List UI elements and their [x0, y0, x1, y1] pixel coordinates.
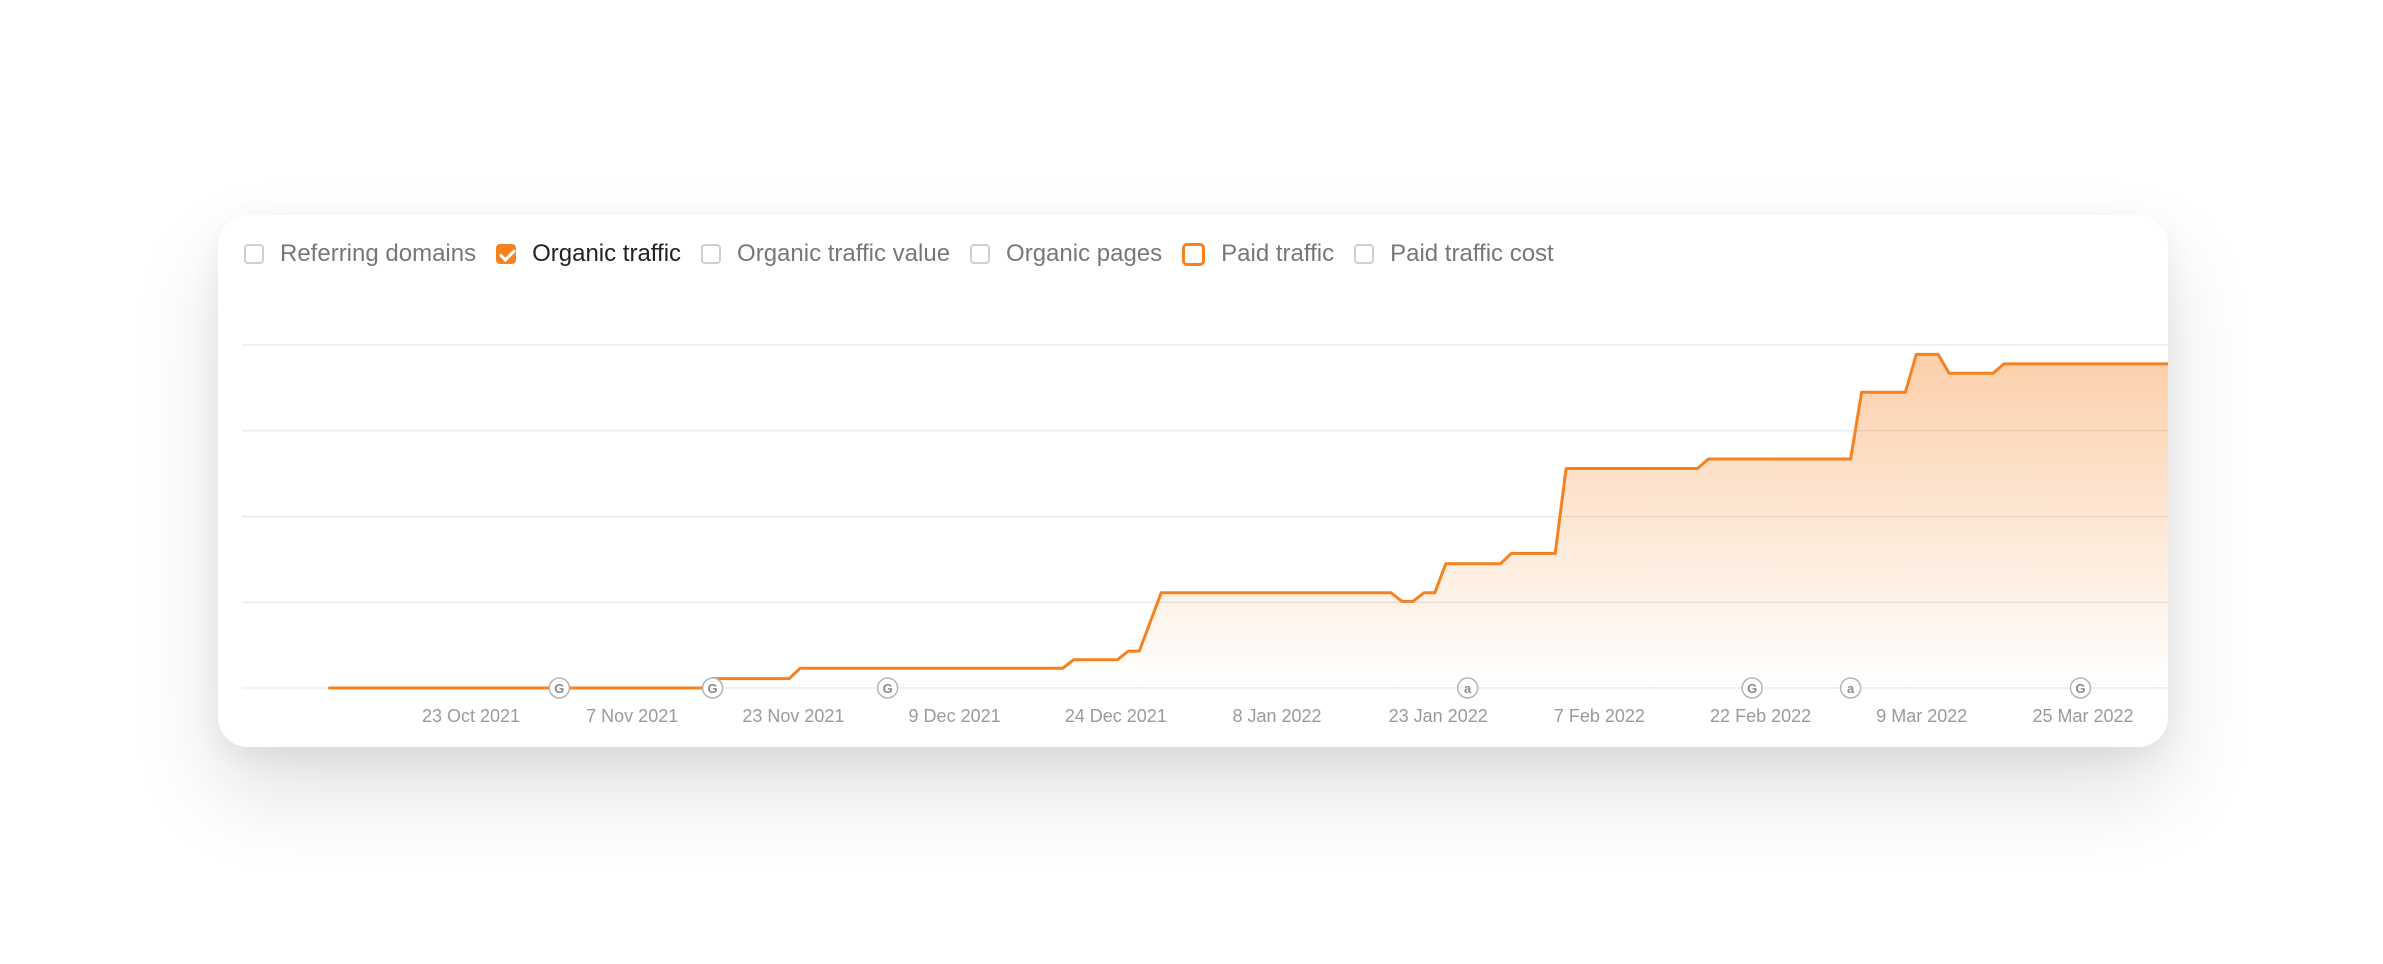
x-tick-label: 7 Nov 2021 [586, 706, 678, 726]
legend: Referring domains Organic traffic Organi… [244, 237, 1574, 271]
x-tick-label: 23 Oct 2021 [422, 706, 520, 726]
organic-traffic-chart: 23 Oct 2021 7 Nov 2021 23 Nov 2021 9 Dec 20… [242, 344, 2168, 726]
x-tick-label: 7 Feb 2022 [1554, 706, 1645, 726]
annotation-label: G [707, 681, 717, 696]
x-tick-label: 25 Mar 2022 [2032, 706, 2133, 726]
checkbox-organic-traffic[interactable] [496, 244, 517, 264]
x-tick-label: 9 Dec 2021 [909, 706, 1001, 726]
legend-label-paid-traffic: Paid traffic [1221, 240, 1335, 267]
x-tick-label: 24 Dec 2021 [1065, 706, 1167, 726]
annotation-label: a [1847, 681, 1855, 696]
annotation-circle [1456, 677, 1479, 699]
annotation-circle [1839, 677, 1862, 699]
annotation-circle [876, 677, 899, 699]
annotation-circle [701, 677, 724, 699]
legend-label-referring-domains: Referring domains [280, 240, 477, 267]
annotation-circle [548, 677, 571, 699]
annotation-marker: G [1741, 677, 1763, 699]
annotation-marker: G [2069, 677, 2092, 699]
legend-label-organic-traffic-value: Organic traffic value [737, 240, 951, 267]
annotation-marker: a [1456, 677, 1479, 699]
checkbox-paid-traffic[interactable] [1182, 242, 1206, 266]
annotation-marker: a [1839, 677, 1862, 699]
annotation-circle [1741, 677, 1763, 699]
series-area [329, 354, 2168, 688]
annotation-label: G [2075, 681, 2085, 696]
checkbox-organic-pages[interactable] [970, 244, 991, 264]
legend-item-organic-pages[interactable]: Organic pages [970, 240, 1162, 268]
annotation-label: G [1747, 681, 1757, 696]
legend-item-paid-traffic-cost[interactable]: Paid traffic cost [1354, 240, 1554, 268]
series-line [328, 352, 2168, 690]
annotation-marker: G [548, 677, 571, 699]
legend-label-organic-pages: Organic pages [1006, 240, 1163, 267]
checkbox-referring-domains[interactable] [244, 244, 264, 264]
x-tick-label: 9 Mar 2022 [1876, 706, 1967, 726]
annotation-label: a [1464, 681, 1472, 696]
annotation-circle [2069, 677, 2092, 699]
x-tick-label: 22 Feb 2022 [1710, 706, 1811, 726]
x-tick-label: 23 Nov 2021 [742, 706, 844, 726]
x-tick-label: 23 Jan 2022 [1389, 706, 1488, 726]
legend-item-paid-traffic[interactable]: Paid traffic [1182, 240, 1334, 268]
legend-label-paid-traffic-cost: Paid traffic cost [1390, 240, 1554, 267]
checkbox-paid-traffic-cost[interactable] [1354, 244, 1375, 264]
legend-label-organic-traffic: Organic traffic [532, 240, 682, 267]
legend-item-organic-traffic[interactable]: Organic traffic [496, 240, 681, 268]
legend-item-organic-traffic-value[interactable]: Organic traffic value [701, 240, 950, 268]
annotation-marker: G [876, 677, 899, 699]
checkbox-organic-traffic-value[interactable] [701, 244, 722, 264]
annotation-label: G [554, 681, 564, 696]
annotation-label: G [883, 681, 893, 696]
x-tick-label: 8 Jan 2022 [1232, 706, 1321, 726]
legend-item-referring-domains[interactable]: Referring domains [244, 240, 476, 268]
chart-card: Referring domains Organic traffic Organi… [218, 215, 2168, 747]
annotation-marker: G [701, 677, 724, 699]
